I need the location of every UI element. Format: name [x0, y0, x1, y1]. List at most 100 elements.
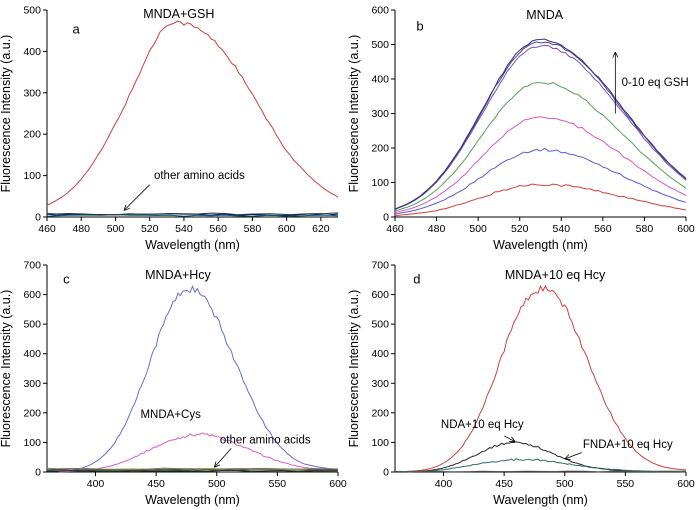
annotation-text: MNDA+GSH — [143, 7, 214, 21]
annotation-text: 0-10 eq GSH — [622, 77, 689, 89]
annotation-text: d — [413, 271, 420, 286]
x-tick-label: 500 — [208, 478, 226, 490]
annotation-text: MNDA+Hcy — [145, 268, 211, 282]
annotation-arrowhead — [123, 204, 127, 211]
annotation-arrowhead — [511, 436, 516, 442]
y-tick-label: 200 — [23, 407, 41, 419]
annotation-arrow — [503, 435, 516, 442]
panel-d: 400 450 500 550 600 0 100 200 300 400 500 600 700 Wav… — [348, 255, 696, 510]
annotation-text: c — [63, 271, 70, 286]
series-line-other-amino-acid-2 — [46, 470, 339, 472]
series-line-9-eq-gsh — [394, 41, 687, 210]
annotation-arrowhead — [214, 464, 221, 468]
x-tick-label: 400 — [87, 478, 105, 490]
y-axis-label: Fluorescence Intensity (a.u.) — [0, 35, 13, 193]
chart-b-svg: 460 480 500 520 540 560 580 600 0 100 200 300 400 500… — [348, 5, 695, 253]
x-axis-label: Wavelength (nm) — [493, 238, 588, 252]
y-tick-label: 200 — [371, 143, 389, 155]
x-tick-label: 520 — [141, 223, 159, 235]
annotation-arrowhead — [564, 454, 570, 460]
y-tick-label: 100 — [23, 170, 41, 182]
x-tick-label: 480 — [428, 223, 446, 235]
annotation-text: other amino acids — [154, 170, 245, 182]
y-tick-label: 400 — [23, 348, 41, 360]
y-tick-label: 300 — [23, 87, 41, 99]
y-tick-label: 100 — [371, 437, 389, 449]
y-tick-label: 400 — [23, 46, 41, 58]
x-tick-label: 520 — [511, 223, 529, 235]
annotation-text: other amino acids — [220, 434, 311, 446]
y-tick-label: 400 — [371, 348, 389, 360]
x-tick-label: 600 — [278, 223, 296, 235]
x-tick-label: 550 — [617, 478, 635, 490]
series-line-mnda+gsh — [46, 20, 339, 206]
series-line-4-eq-gsh — [394, 116, 687, 214]
x-tick-label: 450 — [495, 478, 513, 490]
annotation-text: MNDA — [526, 8, 563, 22]
annotation-arrow — [214, 448, 232, 468]
series-line-2-eq-gsh — [394, 147, 687, 215]
panel-a: 460 480 500 520 540 560 580 600 620 0 100 200 300 400… — [0, 0, 348, 255]
y-tick-label: 100 — [371, 177, 389, 189]
y-tick-label: 200 — [23, 129, 41, 141]
annotation-text: b — [416, 19, 423, 34]
y-tick-label: 100 — [23, 437, 41, 449]
chart-c-svg: 400 450 500 550 600 0 100 200 300 400 500 600 700 Wav… — [0, 260, 347, 508]
y-tick-label: 200 — [371, 407, 389, 419]
x-tick-label: 540 — [553, 223, 571, 235]
x-tick-label: 620 — [312, 223, 330, 235]
y-tick-label: 300 — [23, 378, 41, 390]
series-line-mnda+cys — [59, 432, 338, 473]
x-axis-label: Wavelength (nm) — [493, 493, 588, 507]
y-tick-label: 700 — [23, 260, 41, 272]
series-line-fnda+10-eq-hcy — [407, 458, 686, 473]
annotation-text: FNDA+10 eq Hcy — [583, 439, 673, 451]
chart-a-svg: 460 480 500 520 540 560 580 600 620 0 100 200 300 400… — [0, 5, 339, 252]
series-line-10-eq-gsh — [394, 38, 687, 210]
x-tick-label: 480 — [72, 223, 90, 235]
x-tick-label: 450 — [147, 478, 165, 490]
series-line-mnda+hcy — [59, 284, 339, 472]
annotation-arrowhead — [612, 51, 616, 58]
annotation-arrowhead — [614, 51, 619, 58]
annotation-arrow — [123, 184, 150, 211]
annotation-text: NDA+10 eq Hcy — [441, 419, 524, 431]
panel-c: 400 450 500 550 600 0 100 200 300 400 500 600 700 Wav… — [0, 255, 348, 510]
y-axis-label: Fluorescence Intensity (a.u.) — [348, 290, 361, 448]
x-axis-label: Wavelength (nm) — [145, 493, 240, 507]
panel-b: 460 480 500 520 540 560 580 600 0 100 200 300 400 500… — [348, 0, 696, 255]
series-line-other-amino-acid-4 — [46, 467, 338, 470]
y-tick-label: 500 — [23, 5, 41, 17]
y-tick-label: 500 — [371, 319, 389, 331]
x-tick-label: 500 — [556, 478, 574, 490]
y-tick-label: 600 — [371, 289, 389, 301]
y-tick-label: 0 — [35, 212, 41, 224]
x-axis-label: Wavelength (nm) — [145, 238, 240, 252]
y-tick-label: 500 — [371, 39, 389, 51]
annotation-arrowhead — [123, 208, 130, 211]
x-tick-label: 540 — [175, 223, 193, 235]
annotation-arrowhead — [564, 458, 571, 460]
annotation-text: a — [72, 22, 80, 37]
series-line-6-eq-gsh — [394, 82, 687, 212]
y-tick-label: 500 — [23, 319, 41, 331]
y-tick-label: 700 — [371, 260, 389, 272]
series-line-0-eq-gsh — [394, 183, 687, 217]
x-tick-label: 580 — [636, 223, 654, 235]
series-line-mnda+10-eq-hcy — [407, 284, 687, 472]
annotation-text: MNDA+Cys — [140, 409, 201, 421]
series-line-baseline — [394, 470, 687, 473]
x-tick-label: 580 — [244, 223, 262, 235]
y-tick-label: 0 — [383, 467, 389, 479]
y-tick-label: 400 — [371, 74, 389, 86]
series-line-other-amino-acid-3 — [46, 212, 339, 216]
chart-d-svg: 400 450 500 550 600 0 100 200 300 400 500 600 700 Wav… — [348, 260, 695, 508]
x-tick-label: 550 — [269, 478, 287, 490]
y-tick-label: 0 — [383, 212, 389, 224]
x-tick-label: 500 — [107, 223, 125, 235]
y-tick-label: 300 — [371, 378, 389, 390]
y-tick-label: 300 — [371, 108, 389, 120]
y-tick-label: 600 — [23, 289, 41, 301]
y-axis-label: Fluorescence Intensity (a.u.) — [348, 35, 361, 193]
